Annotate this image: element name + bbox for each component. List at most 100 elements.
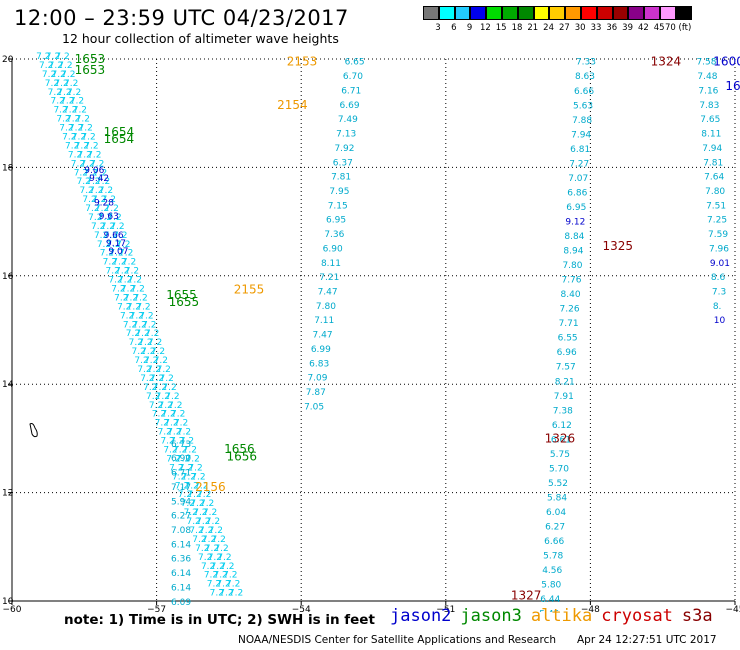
wave-height-value: 7.92 xyxy=(334,144,354,154)
track-reading: 7.2 xyxy=(102,195,116,205)
track-reading: 7.2 xyxy=(189,526,203,536)
track-reading: 7.2 xyxy=(97,240,111,250)
track-reading: 7.2 xyxy=(129,338,143,348)
track-reading: 7.2 xyxy=(127,302,141,312)
credit-text: NOAA/NESDIS Center for Satellite Applica… xyxy=(238,634,556,646)
track-reading: 7.2 xyxy=(150,374,164,384)
track-reading: 7.2 xyxy=(48,88,62,98)
color-scale-label: 18 xyxy=(511,23,523,33)
wave-height-value: 6.66 xyxy=(574,87,594,97)
track-reading: 7.2 xyxy=(90,159,104,169)
color-scale-label: 15 xyxy=(495,23,507,33)
track-reading: 7.2 xyxy=(124,293,138,303)
track-reading: 7.2 xyxy=(142,320,156,330)
track-reading: 7.2 xyxy=(200,499,214,509)
track-reading: 7.2 xyxy=(128,276,142,286)
track-reading: 7.2 xyxy=(168,401,182,411)
wave-height-value: 7.96 xyxy=(709,244,729,254)
track-reading: 7.2 xyxy=(174,419,188,429)
track-reading: 7.2 xyxy=(213,571,227,581)
track-reading: 7.2 xyxy=(159,401,173,411)
wave-height-value: 5.70 xyxy=(549,464,569,474)
track-reading: 7.2 xyxy=(89,186,103,196)
track-reading: 7.2 xyxy=(229,589,243,599)
track-reading: 7.2 xyxy=(46,52,60,62)
wave-height-value: 7.26 xyxy=(560,305,580,315)
track-reading: 7.2 xyxy=(62,132,76,142)
color-scale-label: 36 xyxy=(606,23,618,33)
track-reading: 7.2 xyxy=(185,481,199,491)
track-reading: 7.2 xyxy=(137,365,151,375)
track-reading: 7.2 xyxy=(203,508,217,518)
track-reading: 7.2 xyxy=(186,517,200,527)
wave-height-value: 7.05 xyxy=(304,402,324,412)
track-reading: 7.2 xyxy=(143,383,157,393)
track-reading: 7.2 xyxy=(212,535,226,545)
wave-height-value: 5.75 xyxy=(550,450,570,460)
wave-height-value: 5.94 xyxy=(171,497,191,507)
track-reading: 7.2 xyxy=(210,589,224,599)
track-reading: 7.2 xyxy=(45,79,59,89)
track-reading: 7.2 xyxy=(78,150,92,160)
track-reading: 7.2 xyxy=(151,347,165,357)
color-swatch xyxy=(549,6,566,20)
track-reading: 7.2 xyxy=(116,240,130,250)
wave-height-value: 7.09 xyxy=(307,374,327,384)
pass-label: 1656 xyxy=(226,449,257,463)
track-reading: 7.2 xyxy=(202,535,216,545)
wave-height-value: 7.27 xyxy=(569,159,589,169)
wave-height-value: 7.58 xyxy=(696,58,716,68)
wave-height-value: 8.11 xyxy=(701,130,721,140)
wave-height-value: 6.71 xyxy=(341,86,361,96)
color-scale-label: 70 (ft) xyxy=(665,23,692,33)
track-reading: 7.2 xyxy=(132,347,146,357)
wave-height-value: 8.84 xyxy=(564,232,584,242)
pass-label: 2153 xyxy=(287,55,318,69)
track-reading: 7.2 xyxy=(108,276,122,286)
pass-label: 1325 xyxy=(602,239,633,253)
track-reading: 7.2 xyxy=(56,115,70,125)
track-reading: 7.2 xyxy=(107,213,121,223)
track-reading: 7.2 xyxy=(204,571,218,581)
wave-height-value: 6.65 xyxy=(345,58,365,68)
track-reading: 7.2 xyxy=(197,490,211,500)
wave-height-value: 6.95 xyxy=(326,216,346,226)
wave-height-point: 9.06 xyxy=(84,166,104,176)
wave-height-value: 6.83 xyxy=(309,359,329,369)
wave-height-value: 7.47 xyxy=(313,331,333,341)
track-reading: 7.2 xyxy=(149,401,163,411)
wave-height-value: 9.01 xyxy=(710,259,730,269)
track-reading: 7.2 xyxy=(84,141,98,151)
wave-height-value: 7.21 xyxy=(319,273,339,283)
wave-height-value: 6.86 xyxy=(567,188,587,198)
track-reading: 7.2 xyxy=(186,454,200,464)
island-outline xyxy=(29,423,38,438)
x-tick-label: −57 xyxy=(147,605,166,612)
track-reading: 7.2 xyxy=(82,195,96,205)
wave-height-value: 7.65 xyxy=(700,115,720,125)
satellite-legend-item: cryosat xyxy=(601,606,673,626)
y-tick-label: 12 xyxy=(2,489,13,499)
wave-height-value: 6.99 xyxy=(311,345,331,355)
wave-height-value: 7.94 xyxy=(702,144,722,154)
track-reading: 7.2 xyxy=(59,124,73,134)
wave-height-value: 6.04 xyxy=(546,508,566,518)
wave-height-point: 9.63 xyxy=(99,212,119,222)
track-reading: 7.2 xyxy=(87,150,101,160)
color-swatch xyxy=(486,6,502,20)
track-reading: 7.2 xyxy=(216,580,230,590)
track-reading: 7.2 xyxy=(152,410,166,420)
track-reading: 7.2 xyxy=(52,70,66,80)
track-reading: 7.2 xyxy=(99,186,113,196)
track-reading: 7.2 xyxy=(155,419,169,429)
color-swatch xyxy=(628,6,645,20)
wave-height-point: 9.07 xyxy=(108,247,128,257)
track-reading: 7.2 xyxy=(112,258,126,268)
color-swatch xyxy=(533,6,550,20)
color-swatch xyxy=(565,6,581,20)
wave-height-value: 5.80 xyxy=(541,581,561,591)
track-reading: 7.2 xyxy=(121,285,135,295)
color-swatch xyxy=(502,6,518,20)
track-reading: 7.2 xyxy=(171,410,185,420)
